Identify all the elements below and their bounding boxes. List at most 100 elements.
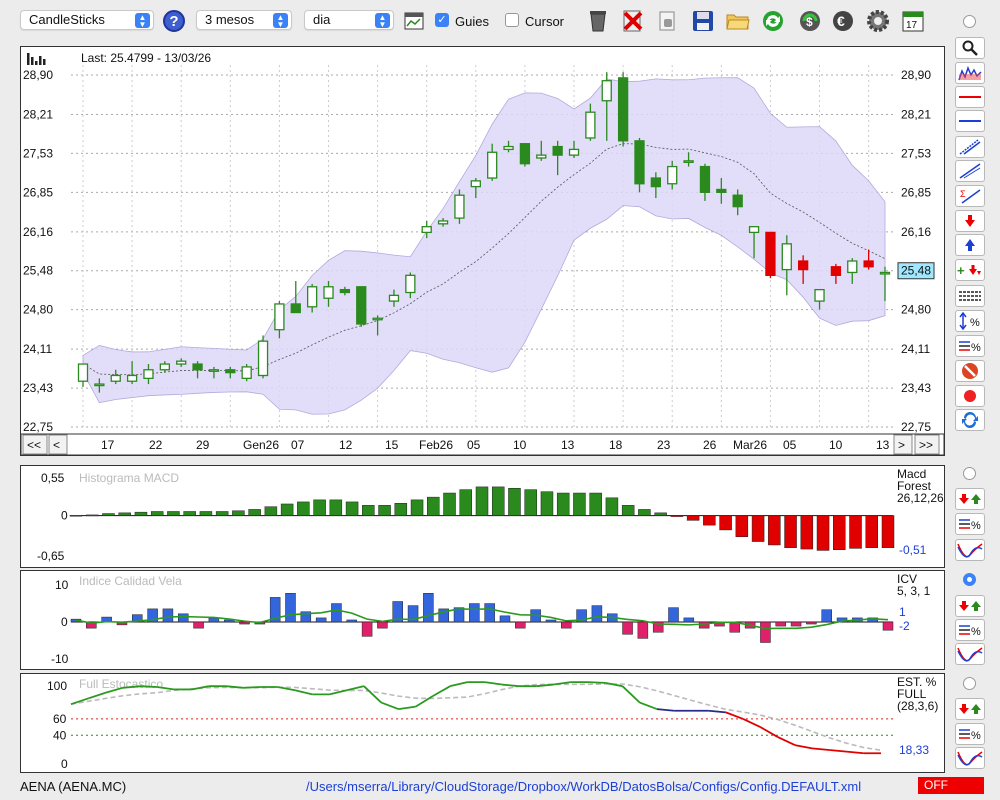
candle[interactable] [863, 249, 874, 270]
period-select[interactable]: 3 mesos ▲ ▼ [196, 10, 292, 30]
interval-select[interactable]: dia ▲ ▼ [304, 10, 394, 30]
candle[interactable] [274, 301, 285, 339]
icv-curve-icon[interactable] [955, 643, 985, 665]
candle[interactable] [94, 378, 105, 393]
macd-signals-icon[interactable] [955, 488, 985, 510]
horizontal-red-line-icon[interactable] [955, 86, 985, 108]
candle[interactable] [388, 289, 400, 307]
candle[interactable] [257, 335, 269, 379]
candle[interactable] [487, 143, 498, 181]
candle[interactable] [470, 178, 481, 199]
stochastic-chart[interactable]: Full Estocastico 100 60 40 0 EST. %FULL(28,3,… [21, 674, 944, 772]
horizontal-blue-line-icon[interactable] [955, 110, 985, 132]
price-panel-radio[interactable] [963, 15, 976, 28]
buy-arrow-icon[interactable] [955, 234, 985, 256]
candle[interactable] [339, 286, 351, 296]
delete-icon[interactable] [620, 8, 646, 34]
candle[interactable] [552, 140, 563, 176]
candle[interactable] [847, 258, 858, 284]
candle[interactable] [110, 369, 121, 385]
candle[interactable] [732, 189, 743, 216]
macd-percent-icon[interactable]: % [955, 513, 985, 535]
macd-curve-icon[interactable] [955, 539, 985, 561]
sell-arrow-icon[interactable] [955, 210, 985, 232]
stochastic-curve-icon[interactable] [955, 747, 985, 769]
candle[interactable] [192, 361, 203, 379]
candle[interactable] [503, 140, 514, 153]
chart-window-icon[interactable] [402, 9, 426, 33]
candle[interactable] [208, 366, 220, 379]
macd-chart[interactable]: Histograma MACD 0,55 0 -0,65 MacdForest26,12… [21, 466, 944, 567]
candle[interactable] [585, 103, 596, 141]
refresh-icon[interactable] [760, 8, 786, 34]
candle[interactable] [356, 286, 367, 327]
open-folder-icon[interactable] [725, 8, 751, 34]
candle[interactable] [290, 281, 301, 314]
chart-type-select[interactable]: CandleSticks ▲ ▼ [20, 10, 154, 30]
candle[interactable] [601, 72, 612, 141]
candle[interactable] [421, 220, 432, 239]
gear-icon[interactable] [865, 8, 891, 34]
candle[interactable] [683, 152, 694, 167]
candle[interactable] [650, 172, 662, 199]
candle[interactable] [879, 266, 891, 302]
nav-first-button[interactable]: << [22, 434, 48, 455]
icv-panel-radio[interactable] [963, 573, 976, 586]
candle[interactable] [781, 235, 792, 296]
candle[interactable] [536, 140, 547, 161]
zoom-icon[interactable] [955, 37, 985, 59]
price-chart[interactable]: Last: 25.4799 - 13/03/26 28,90 28,90 28,21 2… [21, 47, 944, 455]
candle[interactable] [143, 364, 154, 385]
macd-panel-radio[interactable] [963, 467, 976, 480]
stochastic-panel-radio[interactable] [963, 677, 976, 690]
volume-profile-icon[interactable] [955, 62, 985, 84]
candle[interactable] [405, 272, 416, 299]
percent-range-icon[interactable]: % [955, 310, 985, 332]
candle[interactable] [617, 72, 629, 147]
candle[interactable] [176, 358, 187, 367]
channel-line-icon[interactable] [955, 136, 985, 158]
dollar-update-icon[interactable]: $ [797, 8, 823, 34]
candle[interactable] [748, 226, 760, 259]
stochastic-percent-icon[interactable]: % [955, 723, 985, 745]
calendar-icon[interactable]: 17 [900, 8, 926, 34]
icv-percent-icon[interactable]: % [955, 619, 985, 641]
candle[interactable] [323, 281, 334, 307]
candle[interactable] [241, 364, 252, 382]
candle[interactable] [519, 143, 531, 167]
fibonacci-icon[interactable]: Σ [955, 185, 985, 207]
nav-last-button[interactable]: >> [914, 434, 940, 455]
help-button[interactable]: ? [163, 10, 185, 32]
candle[interactable] [437, 218, 449, 227]
candle[interactable] [798, 255, 809, 284]
grid-lines-icon[interactable] [955, 285, 985, 307]
guides-checkbox[interactable]: ✓ [435, 13, 449, 27]
config-path-link[interactable]: /Users/mserra/Library/CloudStorage/Dropb… [306, 779, 862, 794]
candle[interactable] [765, 231, 776, 279]
candle[interactable] [667, 160, 678, 190]
icv-signals-icon[interactable] [955, 595, 985, 617]
candle[interactable] [126, 361, 138, 385]
candle[interactable] [306, 283, 318, 313]
candle[interactable] [830, 263, 842, 284]
nav-prev-button[interactable]: < [48, 434, 68, 455]
add-signals-icon[interactable]: + [955, 259, 985, 281]
trend-line-icon[interactable] [955, 160, 985, 182]
candle[interactable] [225, 366, 236, 379]
off-status-badge[interactable]: OFF [918, 777, 984, 794]
candle[interactable] [814, 288, 825, 310]
record-icon[interactable] [955, 385, 985, 407]
candle[interactable] [568, 140, 580, 158]
candle[interactable] [77, 363, 89, 387]
candle[interactable] [454, 189, 465, 224]
candle[interactable] [159, 361, 170, 373]
candle[interactable] [716, 178, 727, 204]
no-entry-icon[interactable] [955, 360, 985, 382]
print-icon[interactable] [655, 8, 681, 34]
percent-lines-icon[interactable]: % [955, 335, 985, 357]
euro-icon[interactable]: € [830, 8, 856, 34]
nav-next-button[interactable]: > [893, 434, 913, 455]
save-icon[interactable] [690, 8, 716, 34]
cursor-checkbox[interactable] [505, 13, 519, 27]
